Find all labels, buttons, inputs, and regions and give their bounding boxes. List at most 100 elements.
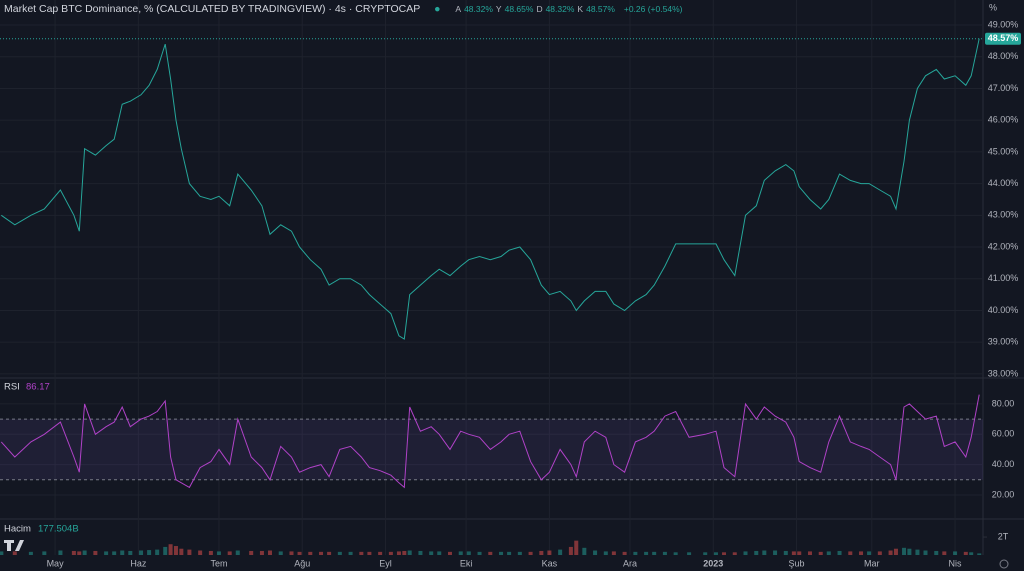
volume-bar <box>902 547 907 555</box>
volume-bar <box>77 551 82 555</box>
y-tick-label: 49.00% <box>988 19 1019 29</box>
x-tick-label: Kas <box>542 558 558 568</box>
volume-bar <box>582 547 587 555</box>
ohlc-value: 48.32% <box>464 4 493 14</box>
volume-legend-value: 177.504B <box>38 524 79 535</box>
x-tick-label: Haz <box>130 558 147 568</box>
x-tick-label: Mar <box>864 558 880 568</box>
volume-bar <box>517 551 522 555</box>
status-dot: ● <box>434 3 441 15</box>
volume-bar <box>687 552 692 555</box>
volume-bar <box>388 551 393 555</box>
settings-icon <box>999 559 1009 569</box>
volume-bar <box>797 551 802 555</box>
volume-bar <box>877 551 882 555</box>
volume-bar <box>58 550 63 555</box>
volume-bar <box>367 551 372 555</box>
volume-bar <box>762 550 767 555</box>
volume-bar <box>447 551 452 555</box>
y-tick-label: 40.00% <box>988 305 1019 315</box>
volume-bar <box>953 551 958 555</box>
x-tick-label: 2023 <box>703 558 723 568</box>
y-tick-label: 44.00% <box>988 178 1019 188</box>
volume-bar <box>633 551 638 555</box>
ohlc-value: 48.65% <box>504 4 534 14</box>
y-tick-label: 41.00% <box>988 273 1019 283</box>
x-tick-label: Eyl <box>379 558 392 568</box>
volume-bar <box>437 551 442 555</box>
volume-bar <box>603 551 608 555</box>
unit-label: % <box>989 2 997 12</box>
volume-bar <box>754 550 759 555</box>
volume-bar <box>732 552 737 555</box>
volume-bar <box>942 551 947 555</box>
volume-bar <box>791 551 796 555</box>
x-tick-label: Tem <box>210 558 227 568</box>
line-series <box>1 38 980 340</box>
chart-title: Market Cap BTC Dominance, % (CALCULATED … <box>4 3 421 15</box>
line-series <box>0 394 980 489</box>
volume-bar <box>507 551 512 555</box>
volume-bar <box>227 551 232 555</box>
volume-bar <box>93 550 98 555</box>
volume-bar <box>477 551 482 555</box>
volume-bar <box>547 550 552 555</box>
volume-bar <box>488 551 493 555</box>
header: Market Cap BTC Dominance, % (CALCULATED … <box>4 3 685 15</box>
volume-bar <box>155 549 160 555</box>
volume-bar <box>539 550 544 555</box>
x-tick-label: Şub <box>789 558 805 568</box>
volume-bar <box>934 550 939 555</box>
y-tick-label: 60.00 <box>992 429 1015 439</box>
volume-bar <box>888 550 893 555</box>
volume-bar <box>466 551 471 555</box>
volume-bar <box>783 550 788 555</box>
volume-bar <box>458 551 463 555</box>
volume-bar <box>407 550 412 555</box>
volume-bar <box>673 552 678 555</box>
volume-bar <box>249 550 254 555</box>
volume-bar <box>139 550 144 555</box>
volume-bar <box>773 550 778 555</box>
volume-bar <box>179 548 184 555</box>
volume-bar <box>128 550 133 555</box>
x-tick-label: Ara <box>623 558 637 568</box>
y-tick-label: 80.00 <box>992 398 1015 408</box>
volume-bar <box>662 551 667 555</box>
volume-legend-name: Hacim <box>4 524 31 535</box>
volume-bar <box>71 550 76 555</box>
volume-bar <box>112 551 117 555</box>
volume-bar <box>396 551 401 555</box>
y-tick-label: 2T <box>998 531 1009 541</box>
volume-bar <box>198 550 203 555</box>
y-tick-label: 48.00% <box>988 51 1019 61</box>
volume-bar <box>429 551 434 555</box>
x-tick-label: Eki <box>460 558 473 568</box>
y-tick-label: 47.00% <box>988 83 1019 93</box>
volume-bar <box>216 551 221 555</box>
volume-bar <box>82 550 87 555</box>
volume-bar <box>826 551 831 555</box>
volume-bar <box>12 551 17 555</box>
volume-bar <box>359 551 364 555</box>
tradingview-logo <box>4 540 24 551</box>
change: +0.26 (+0.54%) <box>623 4 683 14</box>
volume-bar <box>499 551 504 555</box>
volume-bar <box>611 551 616 555</box>
volume-bar <box>0 551 4 555</box>
volume-bar <box>348 551 353 555</box>
ohlc-value: 48.57% <box>586 4 615 14</box>
volume-bar <box>713 552 718 555</box>
volume-bar <box>28 551 33 555</box>
volume-bar <box>907 548 912 555</box>
volume-bar <box>187 549 192 555</box>
rsi-legend-name: RSI <box>4 382 20 393</box>
y-tick-label: 45.00% <box>988 146 1019 156</box>
ohlc-key: Y <box>495 4 502 14</box>
volume-bar <box>337 551 342 555</box>
volume-bar <box>963 551 968 555</box>
volume-bar <box>818 551 823 555</box>
volume-bar <box>923 550 928 555</box>
volume-bar <box>743 551 748 555</box>
volume-bar <box>308 551 313 555</box>
